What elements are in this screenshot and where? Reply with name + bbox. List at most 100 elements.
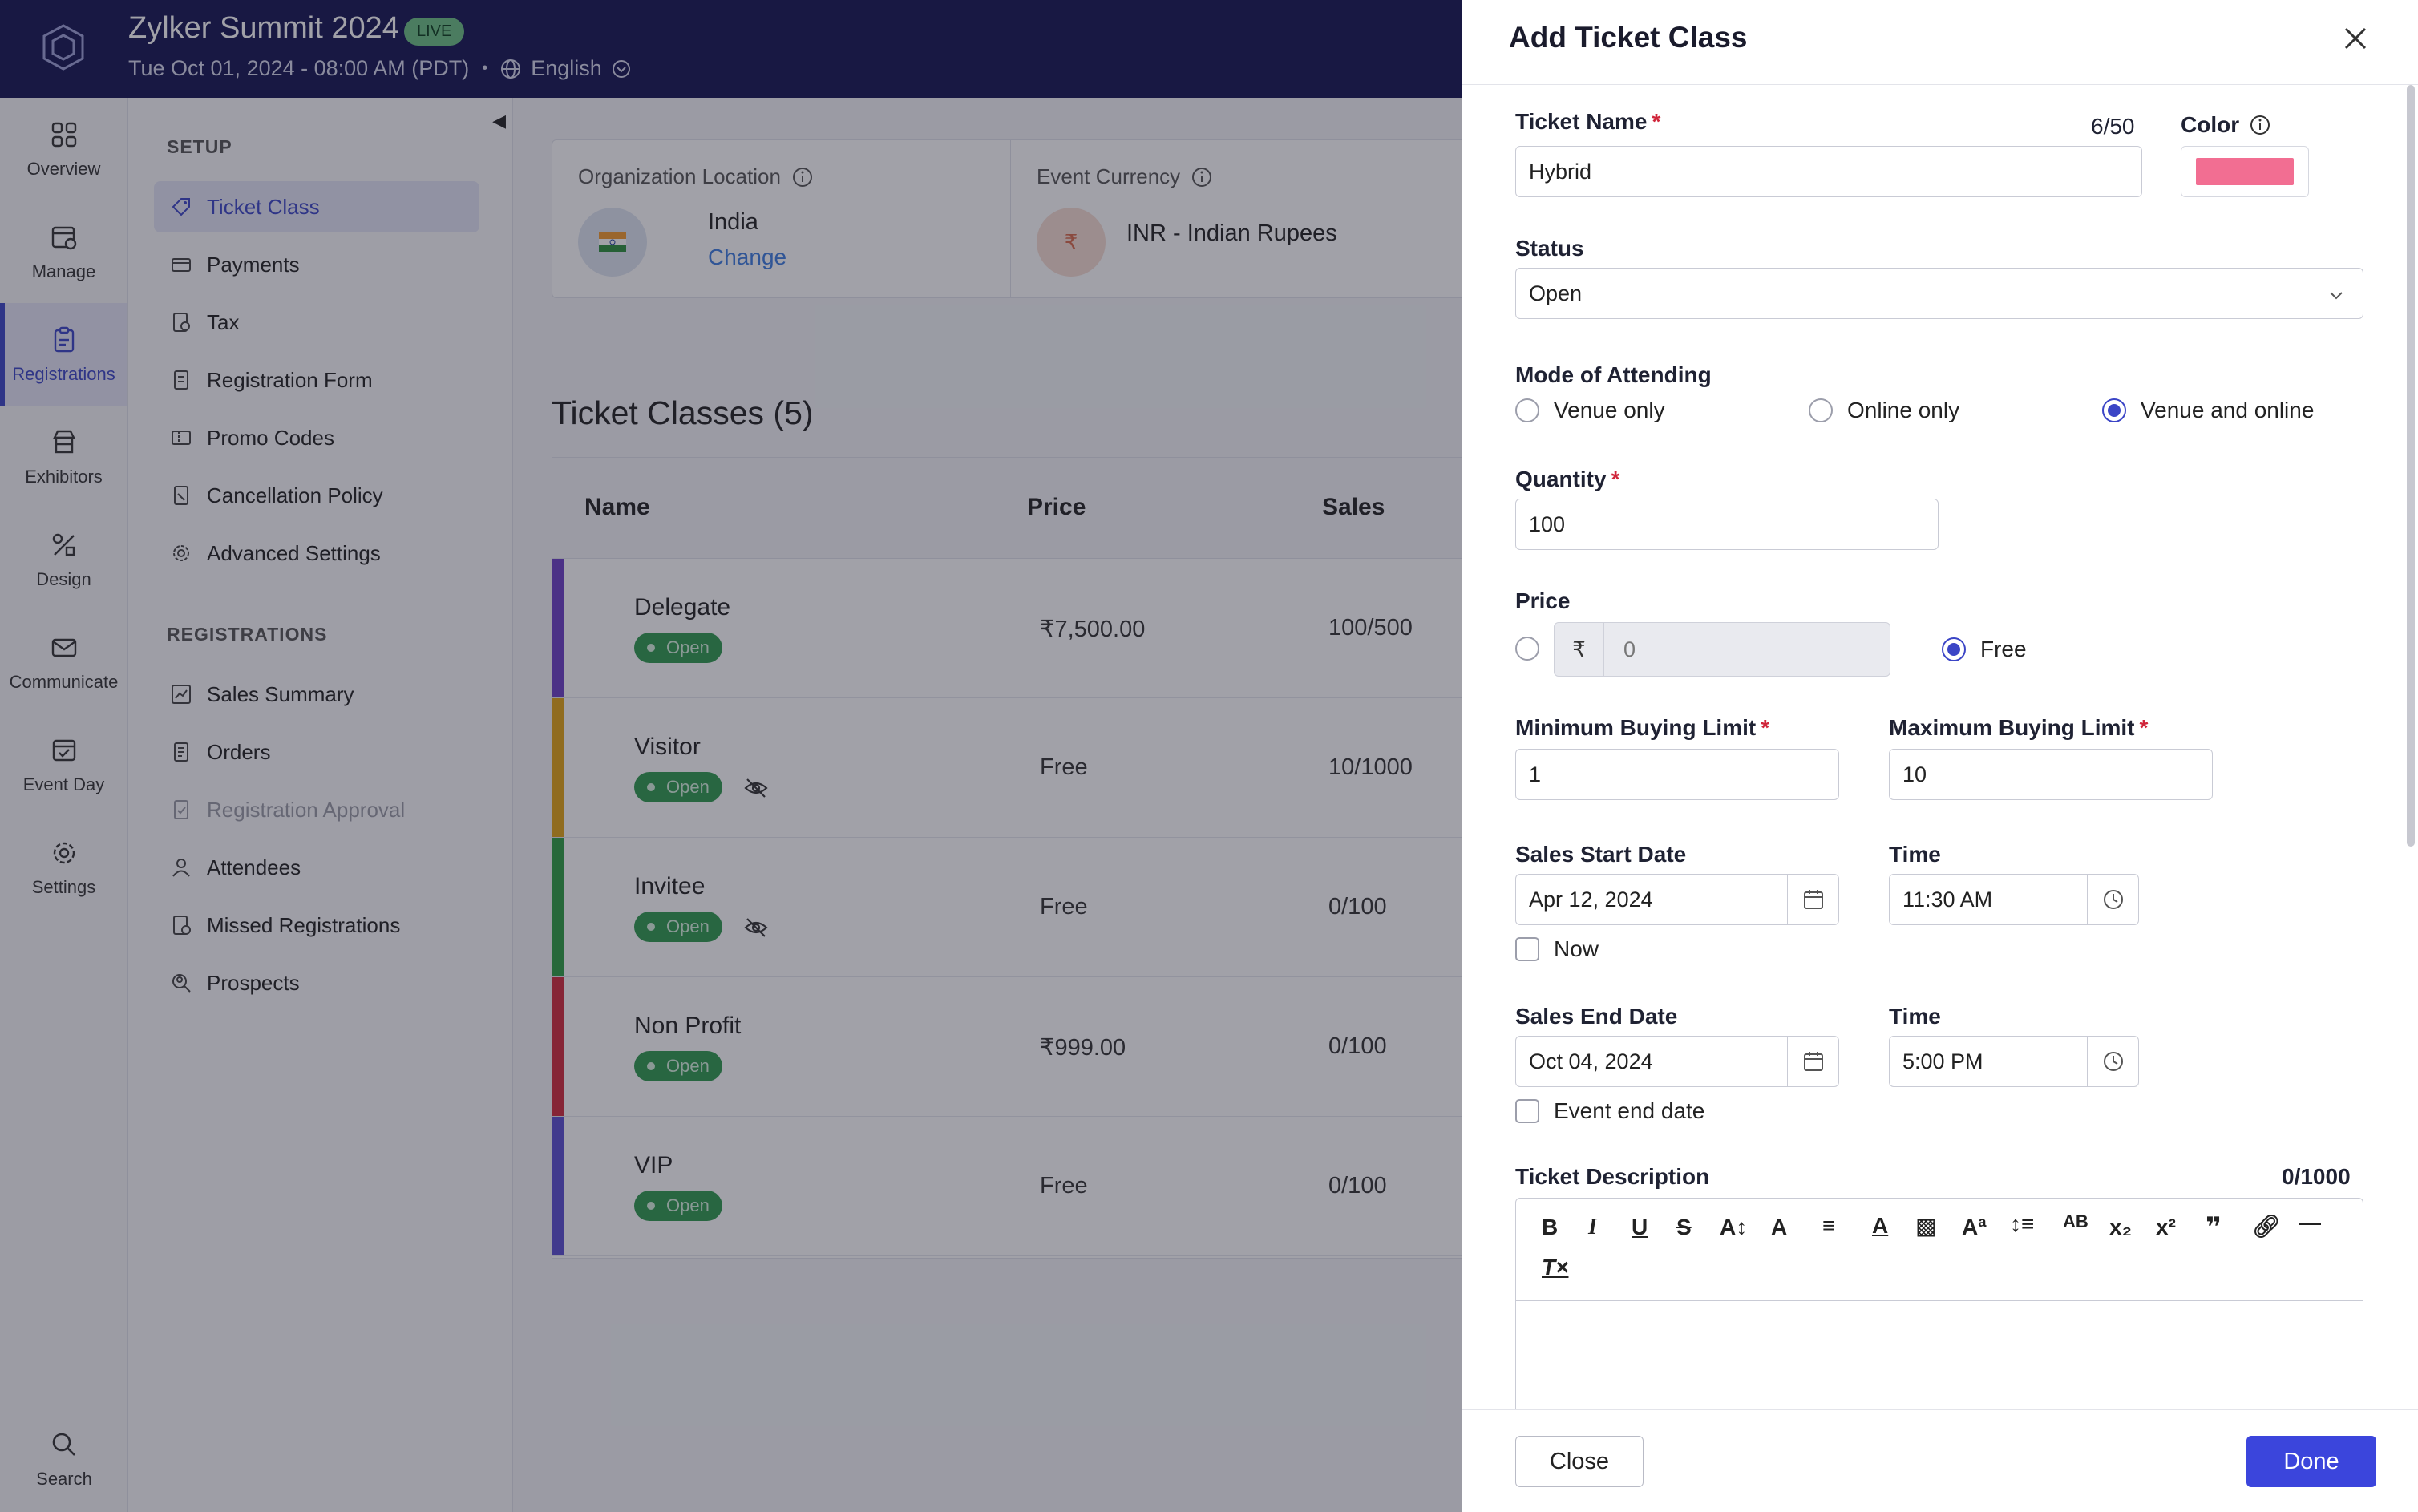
nav-registrations[interactable]: Registrations <box>0 303 127 406</box>
price-paid-radio[interactable] <box>1515 637 1539 661</box>
nav-communicate[interactable]: Communicate <box>0 611 127 714</box>
info-icon[interactable] <box>1191 167 1212 188</box>
ticket-name: Visitor <box>634 734 701 760</box>
modal-backdrop[interactable] <box>0 0 1462 1512</box>
nav-settings[interactable]: Settings <box>0 816 127 919</box>
sales-start-date-label: Sales Start Date <box>1515 842 1687 867</box>
price-free-radio[interactable]: Free <box>1942 637 2027 662</box>
calendar-button[interactable] <box>1787 875 1838 924</box>
info-icon[interactable] <box>792 167 813 188</box>
column-name[interactable]: Name <box>584 494 650 520</box>
line-height-icon[interactable]: ↕≡ <box>2010 1211 2035 1236</box>
status-select[interactable]: Open <box>1515 268 2363 319</box>
mode-venue-and-online-radio[interactable]: Venue and online <box>2102 398 2314 423</box>
nav-label: Exhibitors <box>25 467 103 487</box>
done-button[interactable]: Done <box>2246 1436 2376 1487</box>
clock-button[interactable] <box>2087 1037 2138 1086</box>
sales-end-date-input[interactable]: Oct 04, 2024 <box>1515 1036 1839 1087</box>
calendar-icon <box>1803 890 1823 909</box>
bold-icon[interactable]: B <box>1542 1215 1559 1239</box>
sidebar-item-sales-summary[interactable]: Sales Summary <box>154 669 479 720</box>
close-icon[interactable] <box>2341 24 2370 53</box>
link-icon[interactable]: 🔗︎ <box>2252 1214 2281 1239</box>
close-button[interactable]: Close <box>1515 1436 1644 1487</box>
sidebar-item-promo-codes[interactable]: Promo Codes <box>154 412 479 463</box>
language-selector[interactable]: English <box>531 56 602 80</box>
required-asterisk: * <box>1761 715 1770 740</box>
nav-event-day[interactable]: Event Day <box>0 714 127 816</box>
spell-check-icon[interactable]: AB <box>2063 1211 2088 1231</box>
design-tools-icon <box>52 533 75 556</box>
radio-circle <box>1515 398 1539 422</box>
nav-exhibitors[interactable]: Exhibitors <box>0 406 127 508</box>
column-price[interactable]: Price <box>1027 494 1086 520</box>
nav-label: Manage <box>31 261 96 281</box>
sidebar-item-tax[interactable]: Tax <box>154 297 479 348</box>
clock-button[interactable] <box>2087 875 2138 924</box>
now-checkbox[interactable]: Now <box>1515 936 1599 962</box>
min-buying-limit-input[interactable]: 1 <box>1515 749 1839 800</box>
column-sales[interactable]: Sales <box>1322 494 1385 520</box>
align-icon[interactable]: ≡ <box>1822 1213 1836 1238</box>
gear-icon <box>173 545 189 561</box>
sidebar-item-orders[interactable]: Orders <box>154 726 479 778</box>
checkbox-label: Now <box>1554 936 1599 961</box>
collapse-sidebar-icon[interactable]: ◀ <box>492 111 506 131</box>
mode-online-only-radio[interactable]: Online only <box>1809 398 1959 423</box>
panel-scrollbar[interactable] <box>2407 85 2415 847</box>
horizontal-rule-icon[interactable]: — <box>2299 1210 2321 1235</box>
sidebar-item-advanced-settings[interactable]: Advanced Settings <box>154 528 479 579</box>
sidebar-item-payments[interactable]: Payments <box>154 239 479 290</box>
text-color-icon[interactable]: A <box>1872 1213 1889 1238</box>
ticket-name-label-text: Ticket Name <box>1515 109 1648 134</box>
text-case-icon[interactable]: Aª <box>1962 1215 1987 1239</box>
app-logo-icon[interactable] <box>38 22 88 72</box>
ticket-name: Non Profit <box>634 1013 742 1039</box>
nav-overview[interactable]: Overview <box>0 98 127 200</box>
event-datetime: Tue Oct 01, 2024 - 08:00 AM (PDT) <box>128 56 470 80</box>
table-row[interactable]: VIP Open Free 0/100 <box>552 1117 1513 1256</box>
nav-search-label: Search <box>36 1468 92 1489</box>
chevron-down-circle-icon[interactable] <box>612 59 631 79</box>
sales-end-time-input[interactable]: 5:00 PM <box>1889 1036 2139 1087</box>
event-currency: Event Currency ₹ INR - Indian Rupees <box>1011 140 1513 297</box>
info-icon[interactable] <box>2249 114 2271 136</box>
sidebar-item-attendees[interactable]: Attendees <box>154 842 479 893</box>
quote-icon[interactable]: ❞ <box>2206 1212 2222 1243</box>
nav-search[interactable]: Search <box>0 1405 128 1512</box>
strikethrough-icon[interactable]: S <box>1676 1215 1692 1239</box>
nav-manage[interactable]: Manage <box>0 200 127 303</box>
calendar-button[interactable] <box>1787 1037 1838 1086</box>
sidebar-item-cancellation-policy[interactable]: Cancellation Policy <box>154 470 479 521</box>
table-row[interactable]: Invitee Open Free 0/100 <box>552 838 1513 977</box>
ticket-name-counter: 6/50 <box>2091 114 2135 139</box>
sidebar-item-registration-approval[interactable]: Registration Approval <box>154 784 479 835</box>
sidebar-item-missed-registrations[interactable]: Missed Registrations <box>154 900 479 951</box>
color-picker[interactable] <box>2181 146 2309 197</box>
event-end-date-checkbox[interactable]: Event end date <box>1515 1098 1704 1124</box>
price-input[interactable]: ₹ 0 <box>1554 622 1890 677</box>
table-row[interactable]: Delegate Open ₹7,500.00 100/500 <box>552 559 1513 698</box>
table-row[interactable]: Non Profit Open ₹999.00 0/100 <box>552 977 1513 1117</box>
mode-venue-only-radio[interactable]: Venue only <box>1515 398 1665 423</box>
highlight-icon[interactable]: ▩ <box>1915 1214 1937 1239</box>
font-size-icon[interactable]: A↕ <box>1720 1215 1748 1239</box>
table-row[interactable]: Visitor Open Free 10/1000 <box>552 698 1513 838</box>
subscript-icon[interactable]: x₂ <box>2109 1215 2133 1239</box>
clear-format-icon[interactable]: T× <box>1542 1255 1569 1280</box>
underline-icon[interactable]: U <box>1632 1215 1648 1239</box>
quantity-input[interactable]: 100 <box>1515 499 1939 550</box>
panel-header: Add Ticket Class <box>1462 0 2418 85</box>
sales-start-date-input[interactable]: Apr 12, 2024 <box>1515 874 1839 925</box>
italic-icon[interactable]: I <box>1588 1215 1597 1239</box>
nav-design[interactable]: Design <box>0 508 127 611</box>
sidebar-item-prospects[interactable]: Prospects <box>154 957 479 1009</box>
superscript-icon[interactable]: x² <box>2156 1215 2176 1239</box>
sidebar-item-registration-form[interactable]: Registration Form <box>154 354 479 406</box>
max-buying-limit-input[interactable]: 10 <box>1889 749 2213 800</box>
ticket-name-input[interactable]: Hybrid <box>1515 146 2142 197</box>
font-family-icon[interactable]: A <box>1771 1215 1788 1239</box>
sales-start-time-input[interactable]: 11:30 AM <box>1889 874 2139 925</box>
change-location-link[interactable]: Change <box>708 245 787 269</box>
sidebar-item-ticket-class[interactable]: Ticket Class <box>154 181 479 232</box>
